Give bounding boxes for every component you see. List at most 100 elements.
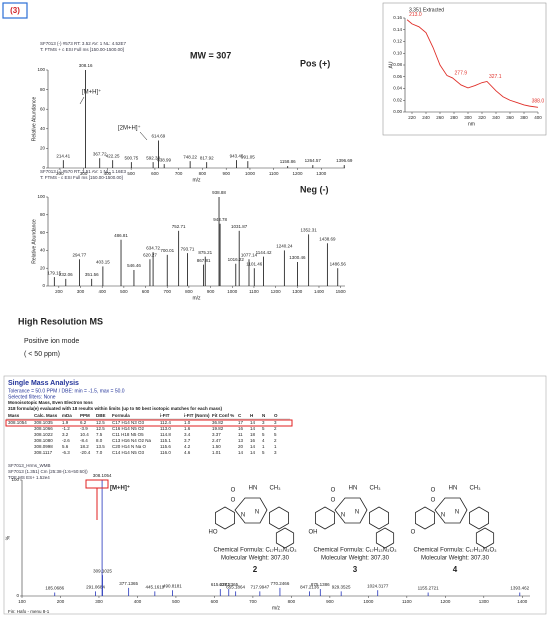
uv-line xyxy=(406,19,539,108)
table-cell: 5 xyxy=(262,426,265,431)
table-cell: 14 xyxy=(250,444,256,449)
atom: N xyxy=(341,513,345,519)
table-cell: 115.6 xyxy=(160,444,171,449)
x-tick-label: 100 xyxy=(18,599,26,604)
spectrum-header: TOF MS ES+ 1.52e4 xyxy=(8,475,50,480)
table-cell: 7.5 xyxy=(96,432,103,437)
peak-label: 1264.57 xyxy=(305,158,322,163)
peak-label: 1144.42 xyxy=(256,250,272,255)
table-cell: 2 xyxy=(274,438,277,443)
y-tick-label: 20 xyxy=(40,265,46,270)
table-cell: 3.7 xyxy=(184,438,191,443)
peak-label: 213.0 xyxy=(409,12,422,18)
peak-label: 490.8181 xyxy=(163,583,182,588)
x-tick-label: 1300 xyxy=(292,289,303,294)
table-header: i-FIT xyxy=(160,413,170,418)
atom: O xyxy=(431,488,436,494)
table-cell: 3 xyxy=(262,420,265,425)
ring xyxy=(269,506,289,530)
x-tick-label: 500 xyxy=(120,289,128,294)
peak-label: 614.69 xyxy=(152,134,166,139)
x-tick-label: 1000 xyxy=(245,171,256,176)
peak-label: 277.9 xyxy=(455,70,468,76)
x-tick-label: 800 xyxy=(185,289,193,294)
x-tick-label: 800 xyxy=(199,171,207,176)
ring xyxy=(234,497,268,524)
peak-label: 875.21 xyxy=(198,250,212,255)
ring xyxy=(375,527,395,549)
ring xyxy=(475,527,495,549)
x-tick-label: 900 xyxy=(222,171,230,176)
table-header: DBE xyxy=(96,413,106,418)
table-header: Formula xyxy=(112,413,130,418)
peak-label: 1016.22 xyxy=(228,257,245,262)
x-tick-label: 1100 xyxy=(249,289,259,294)
atom: O xyxy=(331,498,336,504)
peak-label: 752.71 xyxy=(172,224,186,229)
y-tick-label: 0.14 xyxy=(393,27,402,32)
table-header: Calc. Mass xyxy=(34,413,58,418)
table-cell: 36.82 xyxy=(212,420,224,425)
ring xyxy=(434,497,468,524)
ring xyxy=(415,506,435,530)
peak-label: 388.0 xyxy=(532,98,545,104)
x-tick-label: 340 xyxy=(492,115,500,120)
y-tick-label: 100 xyxy=(37,194,45,199)
atom: HN xyxy=(249,486,258,492)
peak-label: 615.2381 xyxy=(211,582,230,587)
y-axis-label: Relative Abundance xyxy=(31,97,37,142)
y-tick-label: 60 xyxy=(40,230,46,235)
x-tick-label: 1300 xyxy=(479,599,490,604)
peak-label: 991.05 xyxy=(241,154,255,159)
annotation: [2M+H]⁺ xyxy=(118,125,141,132)
y-axis-label: % xyxy=(5,535,11,540)
compound-number: 2 xyxy=(253,565,258,574)
peak-label: 1300.46 xyxy=(289,255,306,260)
ring xyxy=(215,506,235,530)
y-tick-label: 100 xyxy=(11,477,19,482)
table-cell: -3.9 xyxy=(80,426,88,431)
x-tick-label: 500 xyxy=(172,599,180,604)
table-cell: 12.5 xyxy=(96,426,105,431)
peak-label: 943.45 xyxy=(230,153,244,158)
atom: HN xyxy=(349,486,358,492)
table-header: O xyxy=(274,413,278,418)
peak-label: 291.0684 xyxy=(86,585,105,590)
peak-label: 1101.46 xyxy=(246,261,262,266)
atom: N xyxy=(455,510,459,516)
x-tick-label: 1200 xyxy=(440,599,451,604)
peak-label: 817.92 xyxy=(200,155,214,160)
table-header: C xyxy=(238,413,242,418)
table-header: N xyxy=(262,413,265,418)
table-cell: 1.0 xyxy=(184,420,191,425)
y-tick-label: 0.04 xyxy=(393,86,402,91)
table-cell: 115.1 xyxy=(160,438,171,443)
x-tick-label: 380 xyxy=(520,115,528,120)
peak-label: 351.56 xyxy=(85,272,99,277)
x-tick-label: 220 xyxy=(408,115,416,120)
table-cell: 18 xyxy=(250,432,256,437)
x-tick-label: 1100 xyxy=(402,599,412,604)
x-axis-label: nm xyxy=(468,121,475,127)
x-tick-label: 320 xyxy=(478,115,486,120)
x-tick-label: 800 xyxy=(288,599,296,604)
atom: OH xyxy=(309,530,318,536)
x-axis-label: m/z xyxy=(272,605,281,611)
atom: O xyxy=(411,530,416,536)
table-cell: 14 xyxy=(250,426,256,431)
peak-label: 422.25 xyxy=(106,153,120,158)
peak-label: 1396.69 xyxy=(336,158,353,163)
peak-label: 500.75 xyxy=(124,155,138,160)
table-cell: -8.4 xyxy=(80,438,88,443)
x-tick-label: 400 xyxy=(534,115,542,120)
peak-label: 445.1619 xyxy=(145,585,164,590)
y-tick-label: 0.08 xyxy=(393,62,402,67)
atom: O xyxy=(331,488,336,494)
table-cell: 308.1022 xyxy=(34,432,53,437)
ring xyxy=(469,506,489,530)
peak-label: 875.1386 xyxy=(311,582,330,587)
table-cell: 1.50 xyxy=(212,444,221,449)
y-tick-label: 0 xyxy=(42,165,45,170)
weight: Molecular Weight: 307.30 xyxy=(421,556,490,562)
table-cell: 14 xyxy=(238,450,244,455)
